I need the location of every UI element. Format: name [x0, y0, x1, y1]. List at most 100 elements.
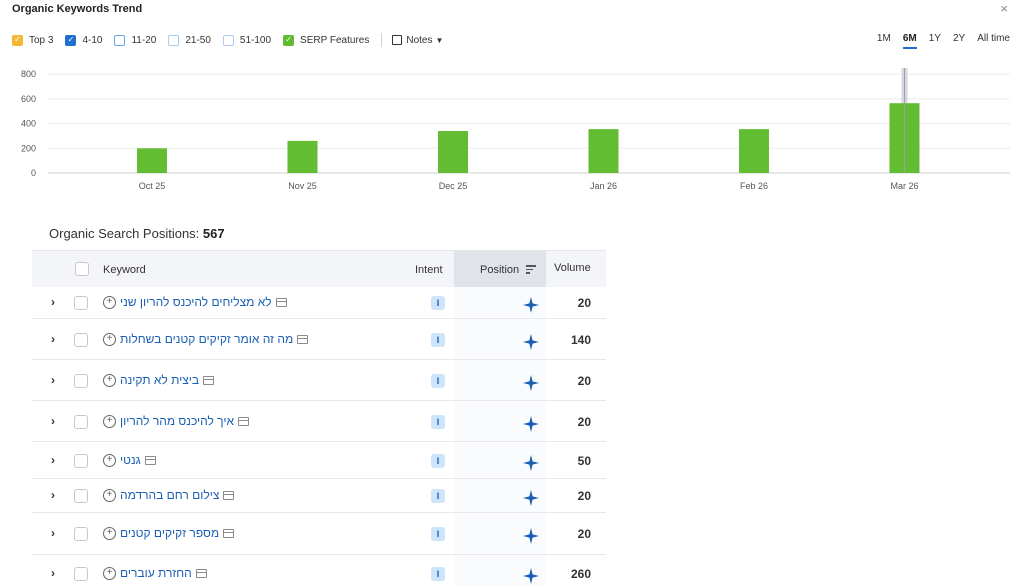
keyword-link[interactable]: צילום רחם בהרדמה [120, 488, 219, 502]
add-keyword-icon[interactable]: + [103, 333, 116, 346]
range-2y[interactable]: 2Y [953, 33, 965, 49]
filter-11-20[interactable]: 11-20 [114, 35, 156, 46]
table-row: › + צילום רחם בהרדמה I 20 [32, 479, 606, 513]
range-1y[interactable]: 1Y [929, 33, 941, 49]
intent-badge: I [431, 333, 445, 347]
row-checkbox[interactable] [74, 415, 88, 429]
sparkle-icon [523, 568, 539, 584]
keyword-link[interactable]: גנטי [120, 453, 141, 467]
chevron-right-icon[interactable]: › [51, 295, 55, 309]
chevron-right-icon[interactable]: › [51, 488, 55, 502]
column-intent[interactable]: Intent [415, 264, 443, 276]
add-keyword-icon[interactable]: + [103, 567, 116, 580]
volume-cell: 20 [578, 527, 591, 541]
column-position[interactable]: Position [454, 251, 546, 287]
keyword-link[interactable]: לא מצליחים להיכנס להריון שני [120, 295, 272, 309]
add-keyword-icon[interactable]: + [103, 415, 116, 428]
y-tick-label: 200 [21, 143, 36, 153]
filter-label: 11-20 [131, 35, 156, 46]
add-keyword-icon[interactable]: + [103, 374, 116, 387]
table-title: Organic Search Positions: 567 [49, 226, 225, 241]
filter-21-50[interactable]: 21-50 [168, 35, 211, 46]
chevron-right-icon[interactable]: › [51, 332, 55, 346]
time-range-tabs: 1M 6M 1Y 2Y All time [865, 33, 1010, 49]
checkbox-checked-icon[interactable]: ✓ [65, 35, 76, 46]
notes-dropdown[interactable]: Notes ▼ [392, 35, 443, 46]
serp-features-icon [196, 569, 207, 578]
select-all-checkbox[interactable] [75, 262, 89, 276]
table-row: › + ביצית לא תקינה I 20 [32, 360, 606, 401]
row-checkbox[interactable] [74, 333, 88, 347]
bar-oct-25[interactable] [137, 148, 167, 173]
volume-cell: 50 [578, 454, 591, 468]
table-row: › + לא מצליחים להיכנס להריון שני I 20 [32, 287, 606, 319]
add-keyword-icon[interactable]: + [103, 296, 116, 309]
x-tick-label: Feb 26 [740, 181, 768, 191]
row-checkbox[interactable] [74, 374, 88, 388]
row-checkbox[interactable] [74, 567, 88, 581]
column-volume[interactable]: Volume [554, 262, 591, 274]
chevron-right-icon[interactable]: › [51, 373, 55, 387]
sparkle-icon [523, 416, 539, 432]
range-6m[interactable]: 6M [903, 33, 917, 49]
filter-51-100[interactable]: 51-100 [223, 35, 271, 46]
row-checkbox[interactable] [74, 489, 88, 503]
filter-top3[interactable]: ✓ Top 3 [12, 35, 53, 46]
serp-features-icon [145, 456, 156, 465]
table-body: › + לא מצליחים להיכנס להריון שני I 20 › + מה זה… [32, 287, 606, 586]
close-icon[interactable]: × [1000, 1, 1008, 16]
row-checkbox[interactable] [74, 454, 88, 468]
sparkle-icon [523, 375, 539, 391]
add-keyword-icon[interactable]: + [103, 527, 116, 540]
serp-features-icon [297, 335, 308, 344]
sparkle-icon [523, 334, 539, 350]
positions-count: 567 [203, 226, 225, 241]
table-row: › + מספר זקיקים קטנים I 20 [32, 513, 606, 555]
intent-badge: I [431, 454, 445, 468]
x-tick-label: Nov 25 [288, 181, 317, 191]
keyword-cell: גנטי [120, 453, 156, 467]
range-1m[interactable]: 1M [877, 33, 891, 49]
bar-nov-25[interactable] [288, 141, 318, 173]
bar-feb-26[interactable] [739, 129, 769, 173]
checkbox-unchecked-icon[interactable] [168, 35, 179, 46]
add-keyword-icon[interactable]: + [103, 489, 116, 502]
table-title-prefix: Organic Search Positions: [49, 226, 199, 241]
sparkle-icon [523, 455, 539, 471]
filter-label: 51-100 [240, 35, 271, 46]
x-tick-label: Mar 26 [890, 181, 918, 191]
column-keyword[interactable]: Keyword [103, 264, 146, 276]
keyword-link[interactable]: איך להיכנס מהר להריון [120, 414, 234, 428]
intent-badge: I [431, 489, 445, 503]
row-checkbox[interactable] [74, 527, 88, 541]
keyword-link[interactable]: החזרת עוברים [120, 566, 192, 580]
table-header: Keyword Intent Position Volume [32, 250, 606, 287]
bar-dec-25[interactable] [438, 131, 468, 173]
chevron-right-icon[interactable]: › [51, 526, 55, 540]
keyword-link[interactable]: מספר זקיקים קטנים [120, 526, 219, 540]
chevron-right-icon[interactable]: › [51, 414, 55, 428]
serp-features-icon [223, 529, 234, 538]
filter-4-10[interactable]: ✓ 4-10 [65, 35, 102, 46]
keyword-link[interactable]: ביצית לא תקינה [120, 373, 199, 387]
row-checkbox[interactable] [74, 296, 88, 310]
add-keyword-icon[interactable]: + [103, 454, 116, 467]
filter-serp-features[interactable]: ✓ SERP Features [283, 35, 369, 46]
serp-features-icon [276, 298, 287, 307]
checkbox-unchecked-icon[interactable] [114, 35, 125, 46]
keyword-cell: מספר זקיקים קטנים [120, 526, 234, 540]
chevron-right-icon[interactable]: › [51, 566, 55, 580]
sort-descending-icon[interactable] [526, 265, 536, 274]
chevron-right-icon[interactable]: › [51, 453, 55, 467]
checkbox-unchecked-icon[interactable] [223, 35, 234, 46]
bar-jan-26[interactable] [589, 129, 619, 173]
y-tick-label: 600 [21, 94, 36, 104]
divider [381, 33, 382, 47]
filter-label: SERP Features [300, 35, 369, 46]
intent-badge: I [431, 567, 445, 581]
intent-badge: I [431, 527, 445, 541]
checkbox-checked-icon[interactable]: ✓ [283, 35, 294, 46]
keyword-link[interactable]: מה זה אומר זקיקים קטנים בשחלות [120, 332, 293, 346]
checkbox-checked-icon[interactable]: ✓ [12, 35, 23, 46]
range-all-time[interactable]: All time [977, 33, 1010, 49]
